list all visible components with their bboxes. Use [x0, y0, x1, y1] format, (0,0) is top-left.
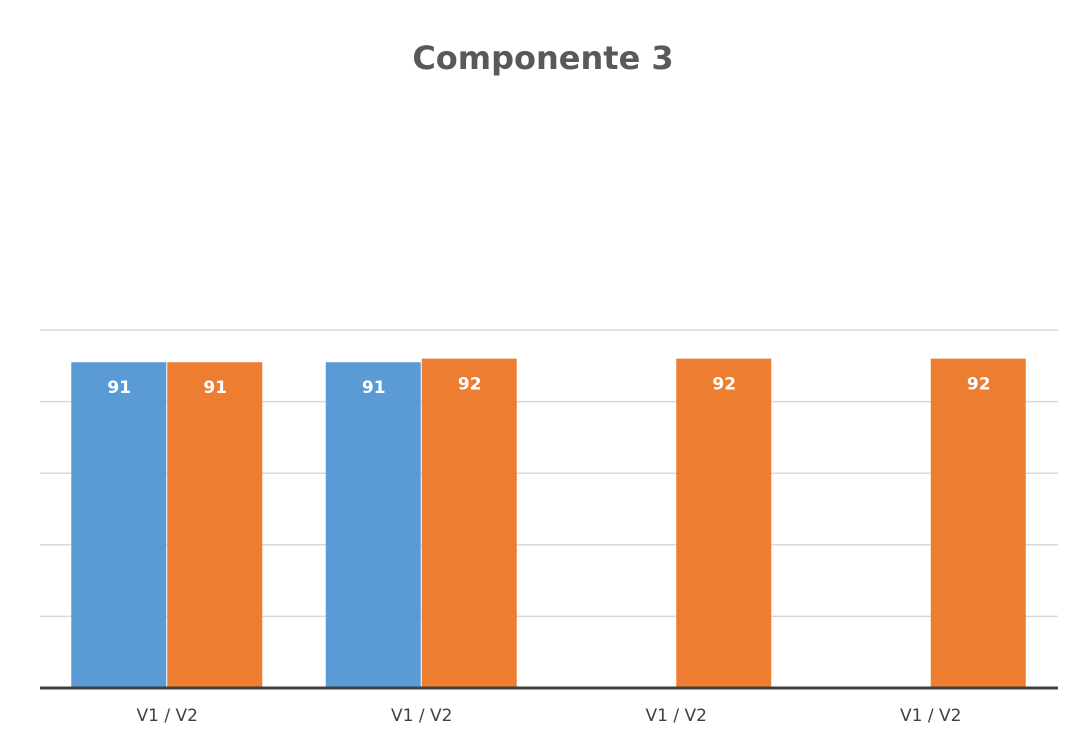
- bar: [421, 358, 517, 688]
- x-tick-label: V1 / V2: [137, 706, 198, 726]
- data-label: 91: [203, 378, 227, 398]
- bar: [167, 362, 263, 688]
- data-label: 91: [107, 378, 131, 398]
- chart-title: Componente 3: [412, 39, 673, 77]
- bar: [676, 358, 772, 688]
- bar: [71, 362, 167, 688]
- data-label: 92: [458, 375, 482, 395]
- data-label: 91: [362, 378, 386, 398]
- bar: [930, 358, 1026, 688]
- x-tick-label: V1 / V2: [900, 706, 961, 726]
- x-tick-label: V1 / V2: [391, 706, 452, 726]
- bar: [325, 362, 421, 688]
- x-tick-label: V1 / V2: [646, 706, 707, 726]
- data-label: 92: [967, 375, 991, 395]
- data-label: 92: [712, 375, 736, 395]
